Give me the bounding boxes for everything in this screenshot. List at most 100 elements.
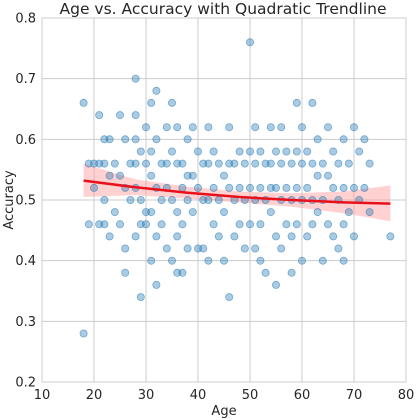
x-tick-label: 50: [242, 388, 259, 403]
x-tick-label: 10: [34, 388, 51, 403]
data-point: [365, 159, 374, 168]
x-tick-labels: 10 20 30 40 50 60 70 80: [34, 388, 415, 403]
data-point: [136, 293, 145, 302]
data-point: [79, 329, 88, 338]
y-tick-label: 0.7: [15, 72, 36, 87]
data-point: [90, 183, 99, 192]
y-tick-label: 0.2: [15, 376, 36, 391]
data-point: [167, 98, 176, 107]
data-point: [329, 147, 338, 156]
data-point: [100, 195, 109, 204]
data-point: [121, 244, 130, 253]
data-point: [131, 232, 140, 241]
data-point: [261, 268, 270, 277]
data-point: [323, 220, 332, 229]
data-point: [271, 183, 280, 192]
x-tick-label: 40: [190, 388, 207, 403]
data-point: [329, 183, 338, 192]
data-point: [136, 147, 145, 156]
data-point: [318, 256, 327, 265]
data-point: [152, 280, 161, 289]
data-point: [209, 220, 218, 229]
data-point: [147, 171, 156, 180]
data-point: [334, 159, 343, 168]
data-point: [245, 183, 254, 192]
data-point: [282, 220, 291, 229]
x-tick-label: 60: [294, 388, 311, 403]
data-point: [116, 220, 125, 229]
data-point: [147, 147, 156, 156]
data-point: [386, 232, 395, 241]
data-point: [297, 123, 306, 132]
data-point: [339, 135, 348, 144]
data-point: [303, 232, 312, 241]
chart-title: Age vs. Accuracy with Quadratic Trendlin…: [60, 0, 387, 18]
data-point: [105, 135, 114, 144]
data-point: [235, 220, 244, 229]
data-point: [173, 232, 182, 241]
data-point: [100, 220, 109, 229]
data-point: [110, 208, 119, 217]
data-point: [230, 232, 239, 241]
y-tick-label: 0.4: [15, 254, 36, 269]
data-point: [313, 171, 322, 180]
data-point: [105, 232, 114, 241]
data-point: [188, 208, 197, 217]
data-point: [256, 183, 265, 192]
data-point: [235, 183, 244, 192]
quadratic-trendline: [83, 179, 391, 205]
data-point: [339, 183, 348, 192]
data-point: [178, 220, 187, 229]
data-point: [360, 183, 369, 192]
data-point: [266, 208, 275, 217]
x-tick-label: 80: [398, 388, 415, 403]
data-point: [334, 244, 343, 253]
data-point: [277, 159, 286, 168]
data-point: [131, 135, 140, 144]
x-axis-label: Age: [211, 404, 236, 419]
data-point: [303, 147, 312, 156]
data-point: [121, 268, 130, 277]
y-tick-label: 0.8: [15, 12, 36, 27]
data-point: [214, 232, 223, 241]
data-point: [355, 147, 364, 156]
data-point: [266, 159, 275, 168]
data-point: [344, 208, 353, 217]
data-point: [240, 244, 249, 253]
data-point: [256, 220, 265, 229]
data-point: [214, 159, 223, 168]
data-point: [251, 244, 260, 253]
data-point: [245, 38, 254, 47]
y-axis-label: Accuracy: [2, 170, 17, 230]
data-point: [277, 244, 286, 253]
data-point: [339, 220, 348, 229]
data-point: [251, 159, 260, 168]
y-tick-label: 0.6: [15, 133, 36, 148]
data-point: [277, 123, 286, 132]
data-point: [308, 98, 317, 107]
data-point: [204, 195, 213, 204]
data-point: [318, 159, 327, 168]
data-point: [105, 171, 114, 180]
data-point: [131, 74, 140, 83]
data-point: [157, 195, 166, 204]
x-tick-label: 70: [346, 388, 363, 403]
data-point: [183, 195, 192, 204]
data-point: [219, 171, 228, 180]
data-point: [152, 232, 161, 241]
data-point: [188, 123, 197, 132]
data-point: [157, 220, 166, 229]
data-point: [136, 195, 145, 204]
data-point: [313, 135, 322, 144]
data-point: [297, 256, 306, 265]
data-point: [116, 111, 125, 120]
data-point: [349, 183, 358, 192]
data-point: [79, 98, 88, 107]
data-point: [365, 208, 374, 217]
data-point: [152, 135, 161, 144]
data-point: [188, 171, 197, 180]
data-point: [271, 232, 280, 241]
data-point: [167, 147, 176, 156]
data-point: [110, 159, 119, 168]
